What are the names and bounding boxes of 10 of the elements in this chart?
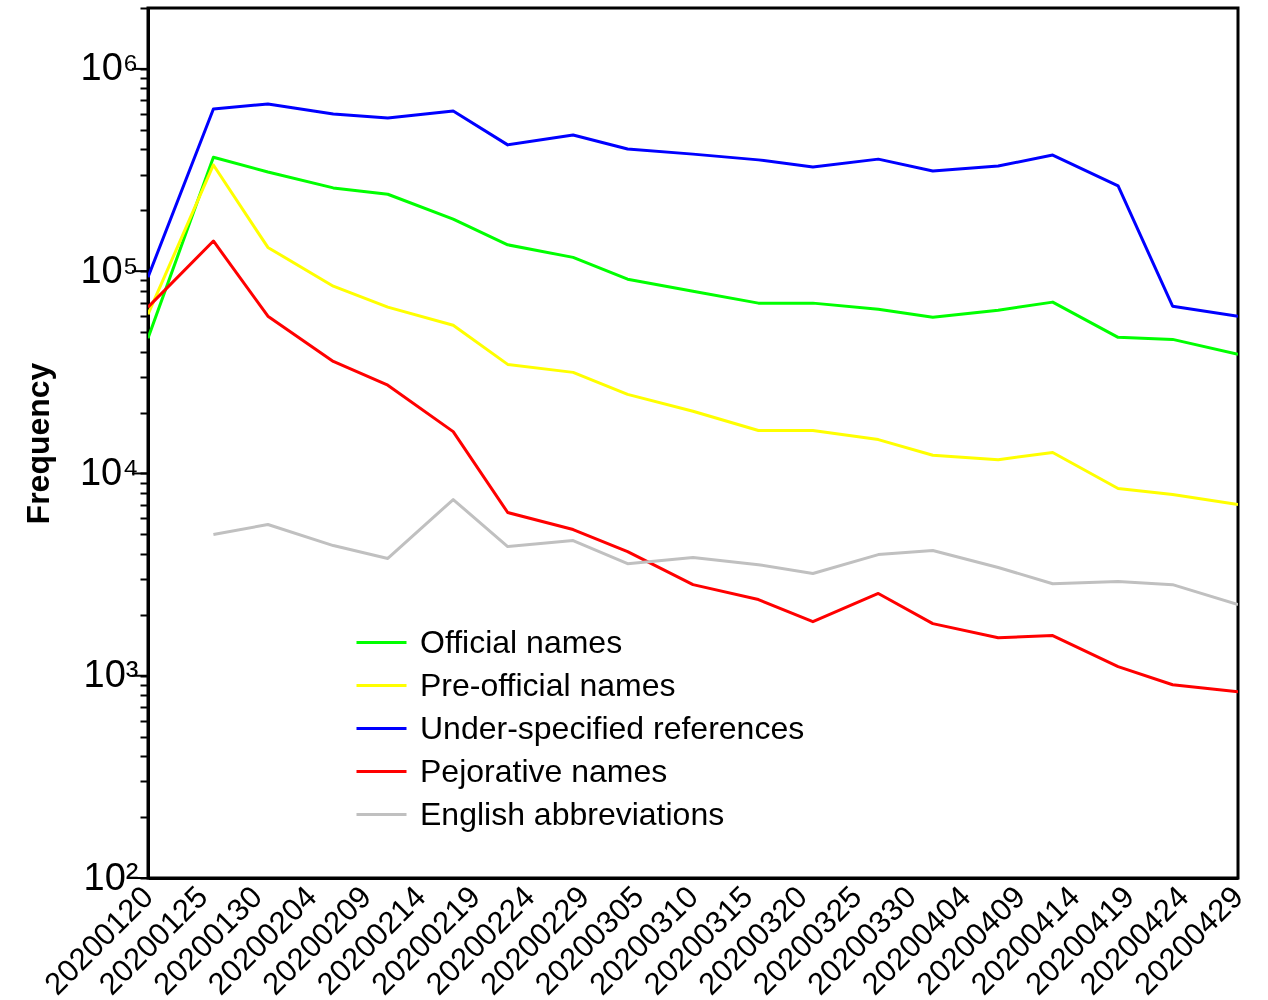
legend-label: Pejorative names (420, 752, 668, 789)
y-tick-label: 10⁵ (80, 248, 139, 291)
y-tick-label: 10⁶ (80, 46, 139, 89)
legend-label: Official names (420, 623, 623, 660)
y-axis-title: Frequency (19, 362, 56, 525)
legend-label: English abbreviations (420, 795, 725, 832)
y-tick-label: 10⁴ (79, 450, 139, 493)
legend-label: Pre-official names (420, 666, 676, 703)
y-tick-label: 10³ (83, 653, 139, 696)
legend-label: Under-specified references (420, 709, 805, 746)
